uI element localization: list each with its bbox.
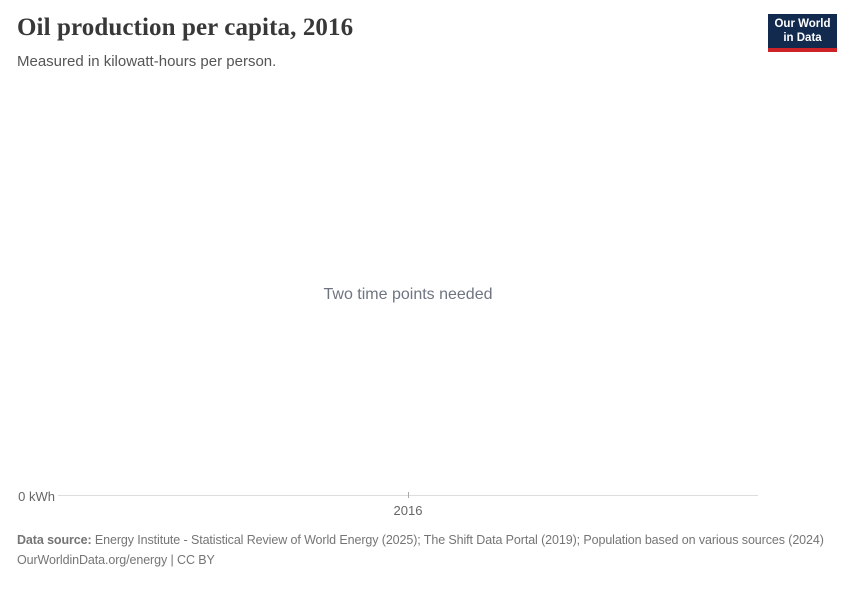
y-axis-zero-label: 0 kWh <box>18 489 55 504</box>
data-source-label: Data source: <box>17 533 92 547</box>
owid-logo-line2: in Data <box>783 32 822 44</box>
x-axis-tick <box>408 492 409 498</box>
owid-logo[interactable]: Our World in Data <box>768 14 837 52</box>
x-axis-tick-label: 2016 <box>393 503 423 518</box>
chart-empty-message: Two time points needed <box>323 286 493 303</box>
owid-logo-line1: Our World <box>774 18 831 30</box>
page-title: Oil production per capita, 2016 <box>17 14 354 41</box>
chart-subtitle: Measured in kilowatt-hours per person. <box>17 53 277 70</box>
data-source-text: Energy Institute - Statistical Review of… <box>91 533 824 547</box>
chart-footer: Data source: Energy Institute - Statisti… <box>17 532 833 568</box>
data-source-line[interactable]: Data source: Energy Institute - Statisti… <box>17 532 833 548</box>
license-link[interactable]: OurWorldinData.org/energy | CC BY <box>17 553 215 567</box>
